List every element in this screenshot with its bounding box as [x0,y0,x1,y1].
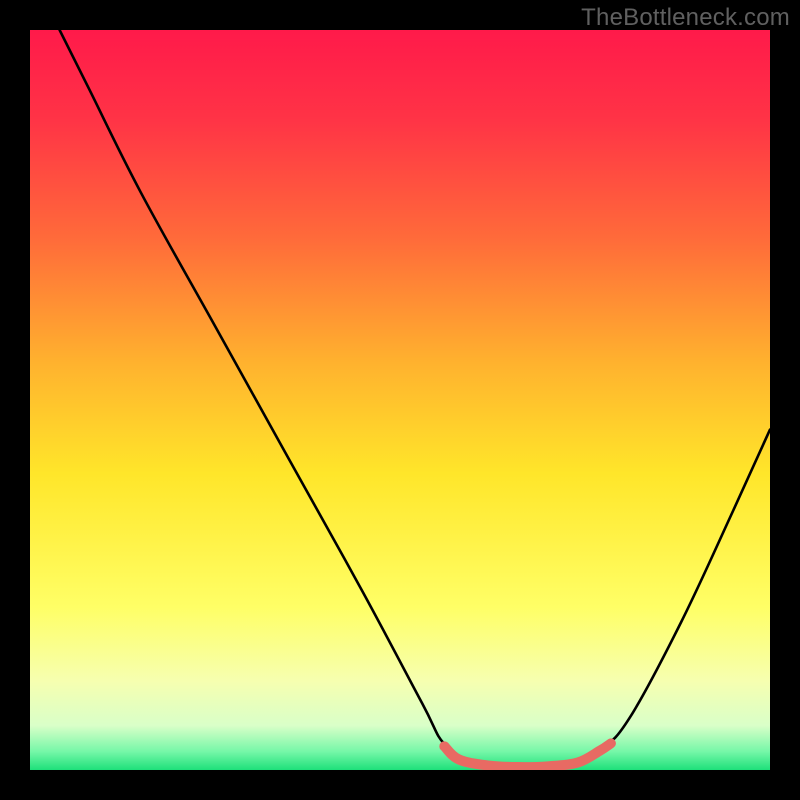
bottleneck-chart [0,0,800,800]
chart-container: TheBottleneck.com [0,0,800,800]
watermark-text: TheBottleneck.com [581,4,790,32]
